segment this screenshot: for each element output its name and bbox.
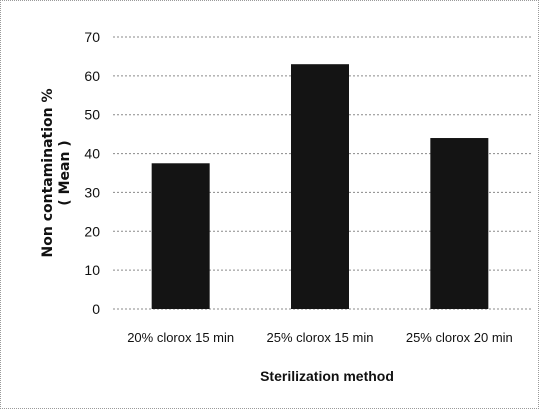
y-axis-title-line: Non contamination % bbox=[40, 89, 56, 258]
y-axis-title: Non contamination %( Mean ) bbox=[40, 89, 73, 258]
bar bbox=[291, 64, 349, 309]
y-tick-label: 60 bbox=[84, 68, 100, 84]
y-tick-label: 40 bbox=[84, 146, 100, 162]
y-axis-title-line: ( Mean ) bbox=[57, 140, 73, 205]
x-axis-title: Sterilization method bbox=[260, 368, 394, 384]
y-tick-label: 20 bbox=[84, 223, 100, 239]
y-tick-label: 30 bbox=[84, 184, 100, 200]
y-axis-ticks: 0 10 20 30 40 50 60 70 bbox=[84, 29, 100, 317]
bar bbox=[430, 138, 489, 309]
x-axis-categories: 20% clorox 15 min 25% clorox 15 min 25% cl… bbox=[127, 330, 513, 345]
y-tick-label: 0 bbox=[92, 301, 100, 317]
bars bbox=[151, 64, 489, 309]
bar bbox=[151, 163, 210, 309]
y-tick-label: 10 bbox=[84, 262, 100, 278]
x-category-label: 25% clorox 15 min bbox=[267, 330, 374, 345]
y-tick-label: 50 bbox=[84, 107, 100, 123]
x-category-label: 20% clorox 15 min bbox=[127, 330, 234, 345]
y-tick-label: 70 bbox=[84, 29, 100, 45]
x-category-label: 25% clorox 20 min bbox=[406, 330, 513, 345]
